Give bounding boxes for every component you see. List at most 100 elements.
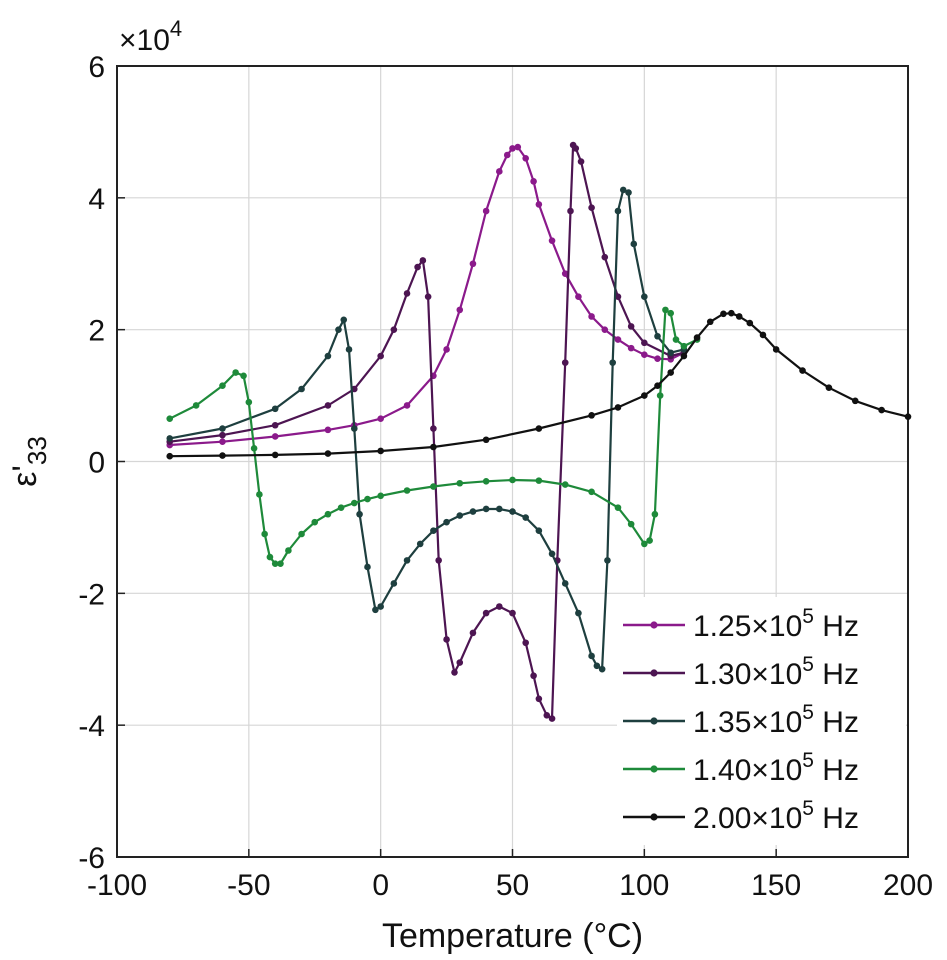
data-point xyxy=(277,560,284,567)
legend-label-exponent: 5 xyxy=(802,701,814,724)
data-point xyxy=(377,447,384,455)
data-point xyxy=(641,339,648,347)
data-point xyxy=(482,609,490,617)
data-point xyxy=(256,491,263,498)
data-point xyxy=(522,514,529,521)
data-point xyxy=(614,504,622,511)
data-point xyxy=(419,257,427,264)
data-point xyxy=(356,510,363,518)
y-tick-label: -2 xyxy=(78,578,105,611)
data-point xyxy=(567,207,574,215)
data-point xyxy=(324,510,332,518)
legend-label-unit: Hz xyxy=(814,802,859,835)
data-point xyxy=(641,351,648,359)
data-point xyxy=(403,487,411,494)
legend-label-exponent: 5 xyxy=(802,797,814,820)
data-point xyxy=(588,313,595,320)
data-point xyxy=(522,154,529,162)
series-5 xyxy=(166,309,912,460)
x-tick-label: 150 xyxy=(751,869,801,902)
data-point xyxy=(166,452,174,460)
legend-label-unit: Hz xyxy=(814,706,859,739)
data-point xyxy=(469,260,477,268)
data-point xyxy=(509,508,516,515)
legend-item: 1.30×105 Hz xyxy=(623,653,859,691)
data-point xyxy=(514,143,522,151)
data-point xyxy=(548,550,556,558)
data-point xyxy=(651,510,659,518)
data-point xyxy=(298,385,305,393)
legend-marker xyxy=(650,717,658,725)
data-point xyxy=(601,253,609,261)
data-point xyxy=(340,316,348,324)
legend-item: 2.00×105 Hz xyxy=(623,797,859,835)
y-tick-label: 2 xyxy=(88,315,105,348)
data-point xyxy=(219,438,226,446)
data-point xyxy=(509,609,516,617)
legend-label: 1.25×105 Hz xyxy=(693,605,859,643)
legend-item: 1.25×105 Hz xyxy=(623,605,859,643)
data-point xyxy=(337,504,345,511)
data-point xyxy=(614,293,622,301)
data-point xyxy=(482,207,490,215)
data-point xyxy=(430,527,437,535)
data-point xyxy=(535,477,543,484)
data-point xyxy=(535,695,543,703)
data-point xyxy=(548,715,556,722)
data-point xyxy=(706,318,714,326)
data-point xyxy=(390,326,398,333)
data-point xyxy=(311,518,319,526)
legend-label-exponent: 5 xyxy=(802,653,814,676)
data-point xyxy=(403,402,411,409)
data-point xyxy=(324,426,332,434)
legend-marker xyxy=(650,765,658,773)
data-point xyxy=(772,346,780,353)
series-2 xyxy=(166,141,688,722)
data-point xyxy=(443,518,450,526)
data-point xyxy=(377,352,384,360)
legend-marker xyxy=(650,669,658,677)
y-tick-label: 6 xyxy=(88,51,105,84)
data-point xyxy=(416,540,424,548)
legend-label-base: 1.35×10 xyxy=(693,706,802,739)
series-4 xyxy=(166,306,701,567)
data-point xyxy=(266,553,274,561)
data-point xyxy=(496,168,503,175)
data-point xyxy=(667,369,674,376)
data-point xyxy=(614,404,622,411)
x-tick-label: 0 xyxy=(372,869,389,902)
data-point xyxy=(232,369,239,376)
data-point xyxy=(693,334,701,341)
data-point xyxy=(456,512,464,519)
data-point xyxy=(746,319,754,327)
data-point xyxy=(530,178,537,185)
data-point xyxy=(430,443,437,451)
data-point xyxy=(496,603,503,610)
x-tick-label: -50 xyxy=(227,869,270,902)
data-point xyxy=(627,344,635,352)
data-point xyxy=(641,540,648,548)
data-point xyxy=(878,406,885,414)
legend-label: 1.30×105 Hz xyxy=(693,653,859,691)
data-point xyxy=(575,609,582,617)
legend-label: 1.35×105 Hz xyxy=(693,701,859,739)
data-point xyxy=(588,488,595,496)
data-point xyxy=(530,672,537,680)
data-point xyxy=(351,425,358,432)
data-point xyxy=(219,382,226,389)
legend-item: 1.35×105 Hz xyxy=(623,701,859,739)
legend-label-unit: Hz xyxy=(814,610,859,643)
y-multiplier-exponent: 4 xyxy=(170,16,182,41)
data-point xyxy=(364,495,371,503)
data-point xyxy=(390,580,398,587)
data-point xyxy=(680,352,688,360)
y-axis-label-subscript: 33 xyxy=(22,436,52,465)
data-point xyxy=(377,603,384,610)
legend-marker xyxy=(650,621,658,629)
data-point xyxy=(219,425,226,432)
data-point xyxy=(324,402,332,409)
data-point xyxy=(646,537,653,544)
data-point xyxy=(575,293,582,301)
data-point xyxy=(535,201,543,208)
data-point xyxy=(680,342,688,350)
